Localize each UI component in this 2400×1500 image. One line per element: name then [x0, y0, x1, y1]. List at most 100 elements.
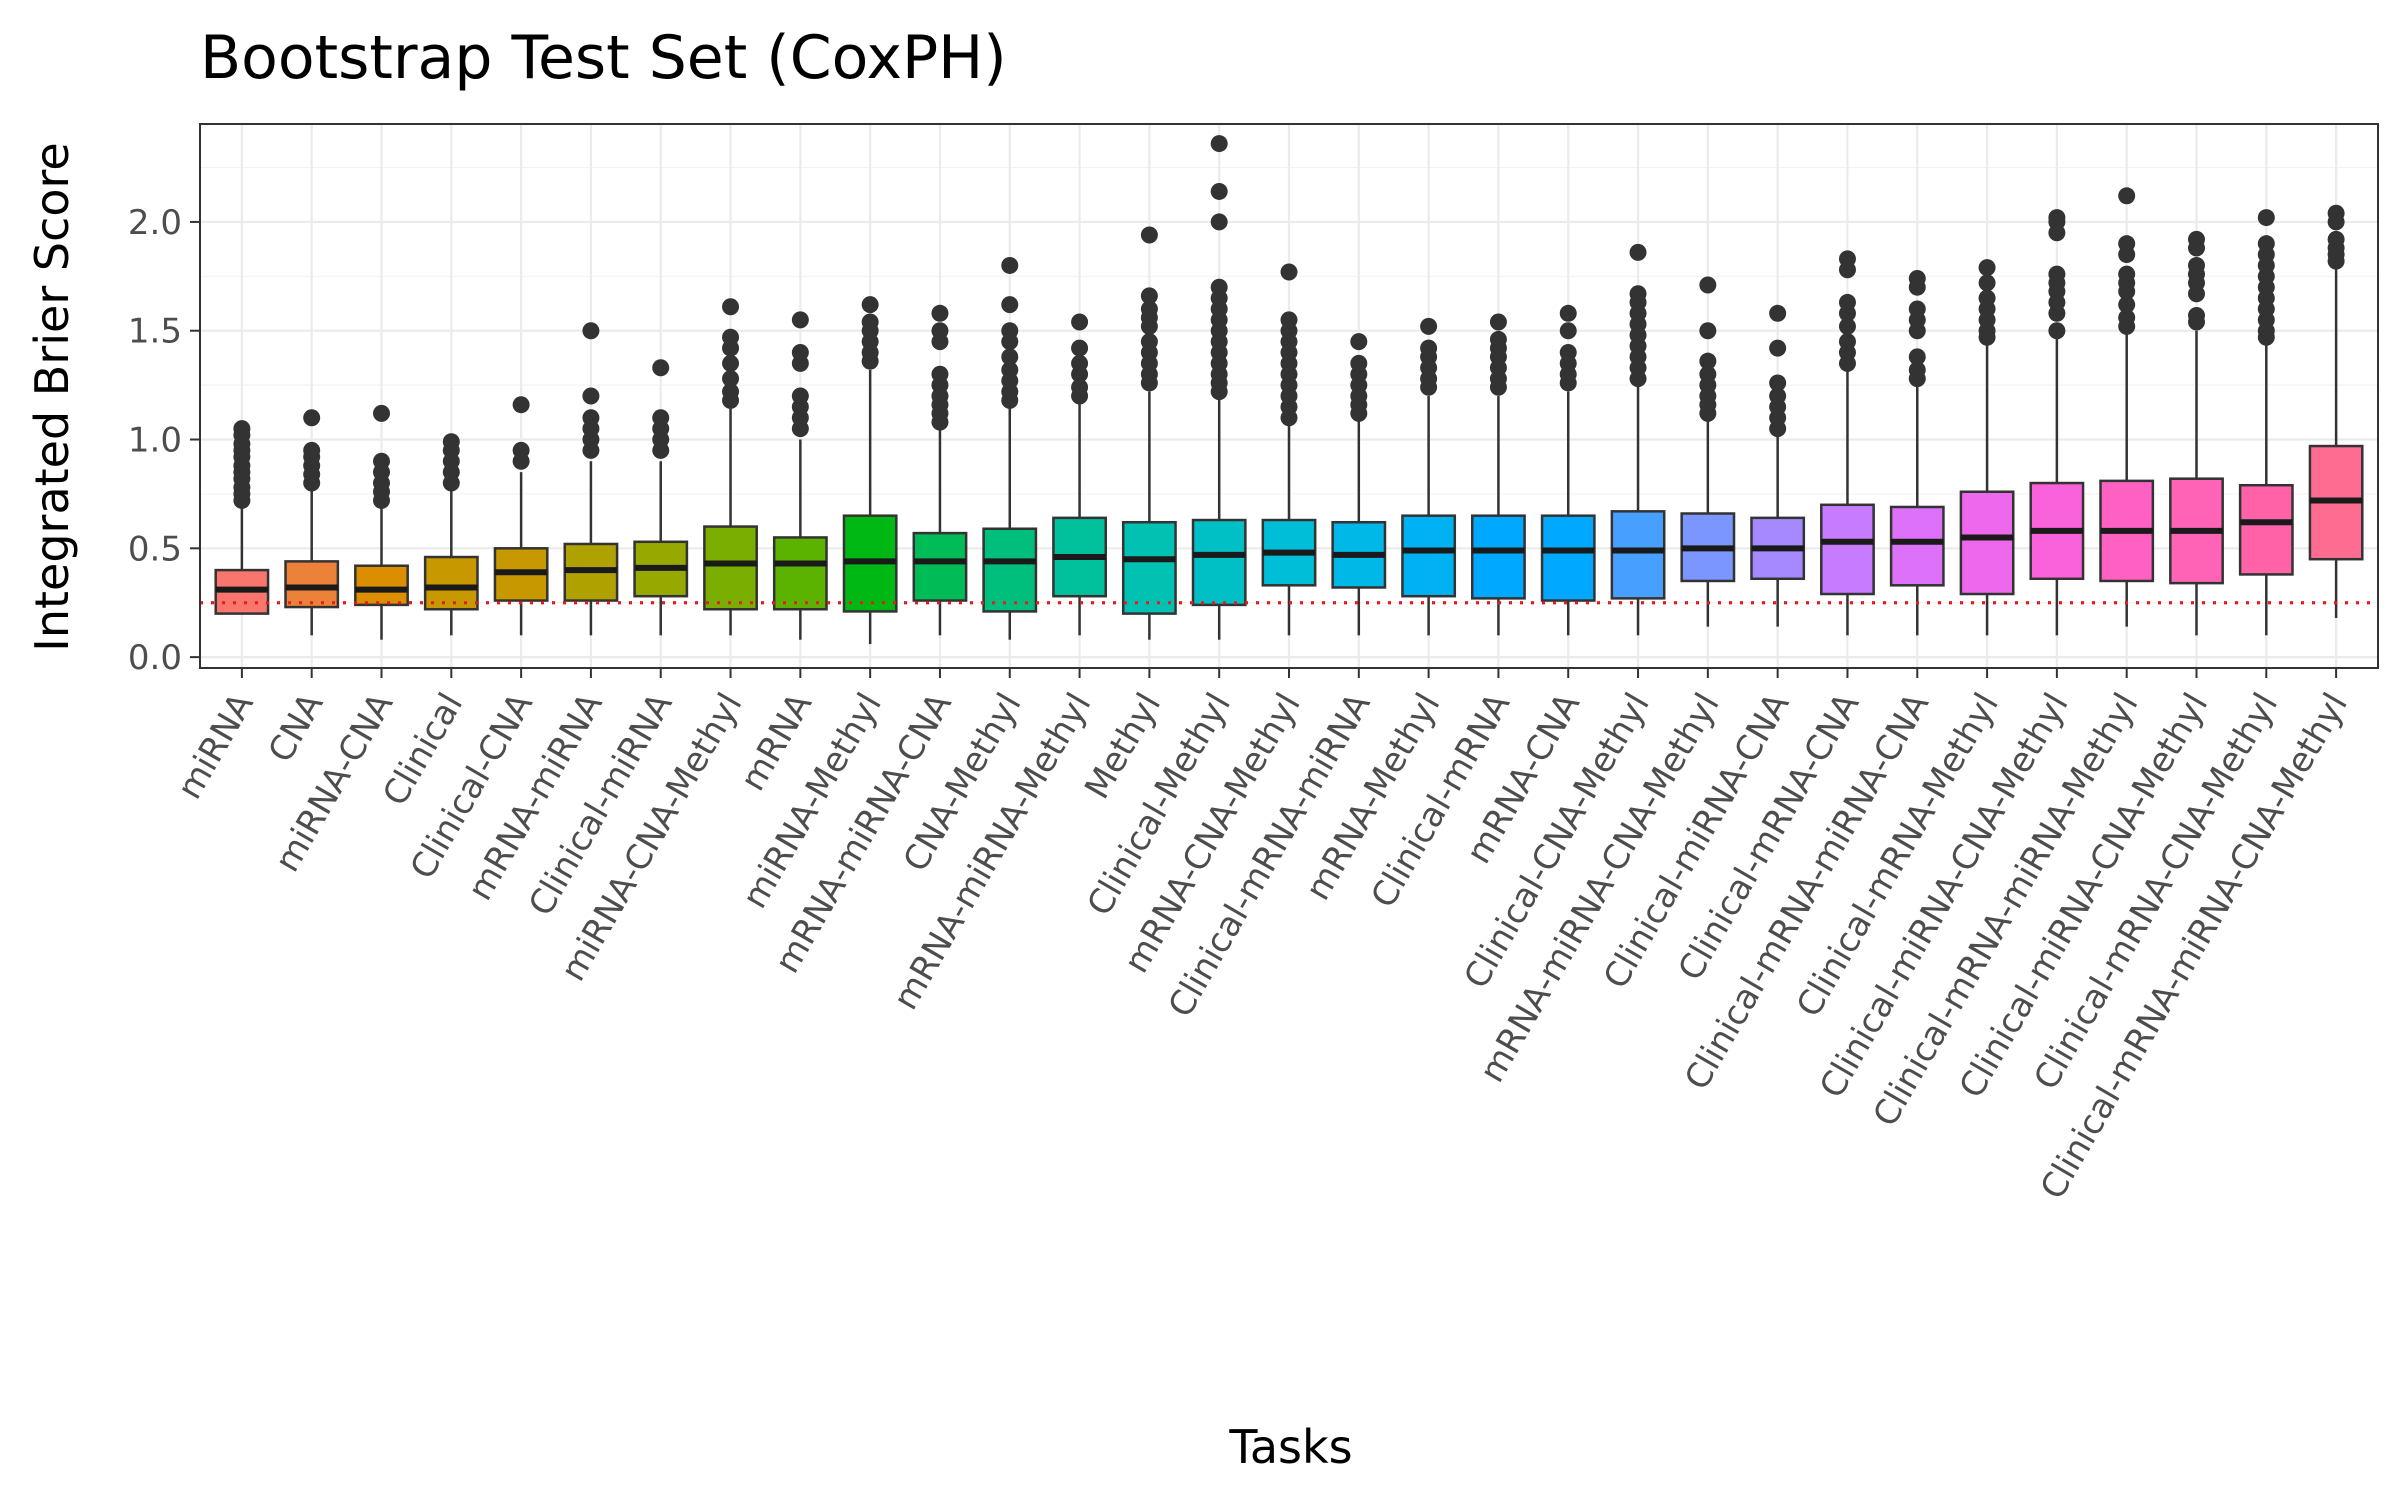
outlier-point: [1001, 361, 1019, 379]
outlier-point: [1838, 317, 1856, 335]
chart-title: Bootstrap Test Set (CoxPH): [200, 23, 1007, 93]
box-mrna-mirna-cna-methyl: [1680, 276, 1736, 627]
outlier-point: [1699, 276, 1717, 294]
outlier-point: [861, 296, 879, 314]
outlier-point: [931, 322, 949, 340]
box-body: [703, 525, 758, 611]
box-clinical-cna-methyl: [1610, 243, 1666, 636]
outlier-point: [1489, 313, 1507, 331]
box-mrna: [772, 311, 828, 640]
outlier-point: [1699, 365, 1717, 383]
outlier-point: [1978, 289, 1996, 307]
outlier-point: [1140, 333, 1158, 351]
box-body: [1470, 514, 1526, 600]
outlier-point: [233, 420, 251, 438]
outlier-point: [303, 441, 321, 459]
outlier-point: [931, 304, 949, 322]
outlier-point: [1559, 304, 1577, 322]
outlier-point: [1489, 330, 1507, 348]
outlier-point: [1769, 387, 1787, 405]
y-axis: 0.0 0.5 1.0 1.5 2.0: [128, 203, 200, 678]
outlier-point: [1210, 135, 1228, 153]
box-mirna: [214, 420, 270, 615]
box-mrna-mirna-methyl: [1052, 313, 1108, 636]
outlier-point: [2118, 296, 2136, 314]
outlier-point: [1210, 278, 1228, 296]
box-clinical-mrna-mirna-cna-methyl: [2308, 204, 2364, 618]
outlier-point: [791, 387, 809, 405]
outlier-point: [2118, 309, 2136, 327]
outlier-point: [2188, 230, 2205, 248]
outlier-point: [582, 322, 600, 340]
outlier-point: [1280, 263, 1298, 281]
outlier-point: [1908, 361, 1926, 379]
outlier-point: [2118, 187, 2136, 205]
y-tick-label: 2.0: [128, 203, 182, 243]
outlier-point: [722, 298, 740, 316]
box-body: [1401, 514, 1457, 598]
box-clinical-mrna-cna-methyl: [2238, 209, 2294, 636]
box-body: [772, 536, 828, 611]
outlier-point: [1210, 182, 1228, 200]
outlier-point: [1978, 259, 1996, 277]
box-mrna-mirna-cna: [912, 304, 968, 636]
outlier-point: [1071, 354, 1089, 372]
box-body: [1610, 510, 1666, 600]
box-body: [284, 560, 340, 609]
outlier-point: [1001, 256, 1019, 274]
outlier-point: [1559, 343, 1577, 361]
outlier-point: [582, 387, 600, 405]
outlier-point: [1838, 333, 1856, 351]
outlier-point: [1769, 304, 1787, 322]
outlier-point: [2327, 230, 2345, 248]
outlier-point: [1210, 213, 1228, 231]
outlier-point: [861, 313, 879, 331]
outlier-point: [1071, 378, 1089, 396]
outlier-point: [1838, 293, 1856, 311]
box-clinical-mirna-cna-methyl: [2029, 209, 2085, 636]
box-clinical-cna: [493, 396, 549, 636]
outlier-point: [1420, 339, 1438, 357]
outlier-point: [1280, 311, 1298, 329]
box-clinical-mrna-methyl: [1959, 259, 2015, 636]
box-clinical: [423, 433, 479, 636]
box-body: [1191, 518, 1247, 607]
y-axis-title: Integrated Brier Score: [25, 142, 79, 651]
box-body: [354, 564, 409, 607]
box-mirna-cna-methyl: [703, 298, 758, 636]
box-body: [423, 555, 479, 611]
y-tick-label: 0.0: [128, 638, 182, 678]
outlier-point: [1350, 354, 1368, 372]
outlier-point: [1071, 339, 1089, 357]
box-mirna-cna: [354, 404, 409, 640]
outlier-point: [2048, 209, 2066, 227]
outlier-point: [1908, 269, 1926, 287]
outlier-point: [1629, 285, 1647, 303]
outlier-point: [1420, 317, 1438, 335]
outlier-point: [303, 409, 321, 427]
outlier-point: [1350, 333, 1368, 351]
box-mrna-cna: [1540, 304, 1596, 636]
outlier-point: [442, 433, 460, 451]
box-clinical-mirna-cna-methyl: [2169, 230, 2224, 636]
outlier-point: [1140, 300, 1158, 318]
box-body: [912, 531, 968, 602]
box-cna: [284, 409, 340, 636]
x-axis: miRNACNAmiRNA-CNAClinicalClinical-CNAmRN…: [170, 668, 2356, 1206]
box-clinical-mrna-mirna-cna: [1889, 269, 1945, 636]
box-body: [1121, 520, 1177, 615]
box-body: [1820, 503, 1875, 596]
box-body: [1889, 505, 1945, 587]
outlier-point: [2257, 235, 2275, 253]
y-tick-label: 1.0: [128, 421, 182, 461]
box-body: [982, 527, 1038, 613]
outlier-point: [1140, 287, 1158, 305]
box-clinical-mirna-cna: [1750, 304, 1806, 627]
outlier-point: [1978, 274, 1996, 292]
box-body: [1540, 514, 1596, 602]
x-axis-title: Tasks: [1228, 1420, 1352, 1474]
box-body: [1959, 490, 2015, 596]
outlier-point: [1699, 322, 1717, 340]
outlier-point: [2188, 306, 2205, 324]
